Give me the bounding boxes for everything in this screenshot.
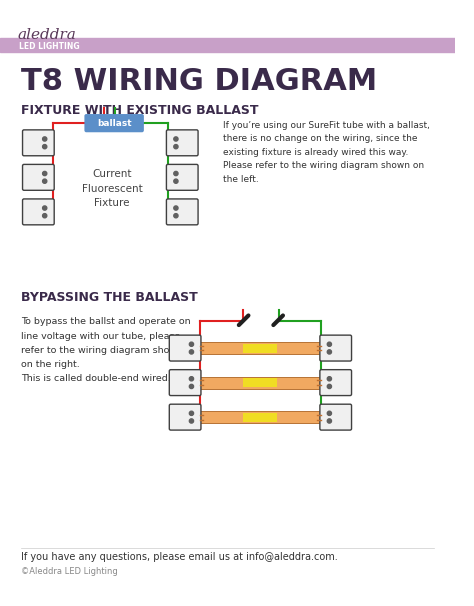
Text: Current
Fluorescent
Fixture: Current Fluorescent Fixture [82,168,143,208]
FancyBboxPatch shape [169,404,201,430]
FancyBboxPatch shape [320,335,352,361]
FancyBboxPatch shape [166,164,198,190]
Circle shape [327,342,331,347]
Circle shape [174,137,178,141]
Circle shape [43,213,47,218]
Circle shape [327,377,331,381]
Text: aleddra: aleddra [17,28,76,42]
Circle shape [189,384,193,388]
FancyBboxPatch shape [169,370,201,396]
FancyBboxPatch shape [23,199,54,225]
FancyBboxPatch shape [23,164,54,190]
Circle shape [43,179,47,183]
Circle shape [174,213,178,218]
Circle shape [43,137,47,141]
Circle shape [174,206,178,210]
FancyBboxPatch shape [23,130,54,156]
FancyBboxPatch shape [166,199,198,225]
Circle shape [43,145,47,148]
FancyBboxPatch shape [169,335,201,361]
Text: FIXTURE WITH EXISTING BALLAST: FIXTURE WITH EXISTING BALLAST [21,104,259,118]
Text: To bypass the ballst and operate on
line voltage with our tube, please
refer to : To bypass the ballst and operate on line… [21,318,191,384]
FancyBboxPatch shape [320,370,352,396]
Text: ballast: ballast [97,119,131,128]
FancyBboxPatch shape [84,114,144,132]
Text: If you’re using our SureFit tube with a ballast,
there is no change on the wirin: If you’re using our SureFit tube with a … [222,121,429,184]
Circle shape [327,419,331,423]
Bar [243,344,277,353]
Text: BYPASSING THE BALLAST: BYPASSING THE BALLAST [21,290,198,304]
Circle shape [174,179,178,183]
Bar [200,376,321,388]
Bar [200,411,321,423]
Bar [200,342,321,354]
Circle shape [189,377,193,381]
Circle shape [327,411,331,416]
FancyBboxPatch shape [320,404,352,430]
Circle shape [43,171,47,176]
Circle shape [327,384,331,388]
Circle shape [189,419,193,423]
FancyBboxPatch shape [166,130,198,156]
Circle shape [189,342,193,347]
Circle shape [43,206,47,210]
Text: If you have any questions, please email us at info@aleddra.com.: If you have any questions, please email … [21,553,338,562]
Circle shape [174,171,178,176]
Circle shape [189,411,193,416]
Text: T8 WIRING DIAGRAM: T8 WIRING DIAGRAM [21,67,377,96]
Circle shape [327,350,331,354]
Circle shape [174,145,178,148]
Text: LED LIGHTING: LED LIGHTING [19,42,80,51]
Bar [243,378,277,387]
Text: ©Aleddra LED Lighting: ©Aleddra LED Lighting [21,567,118,576]
Bar [243,413,277,422]
Circle shape [189,350,193,354]
Bar [0,38,455,52]
